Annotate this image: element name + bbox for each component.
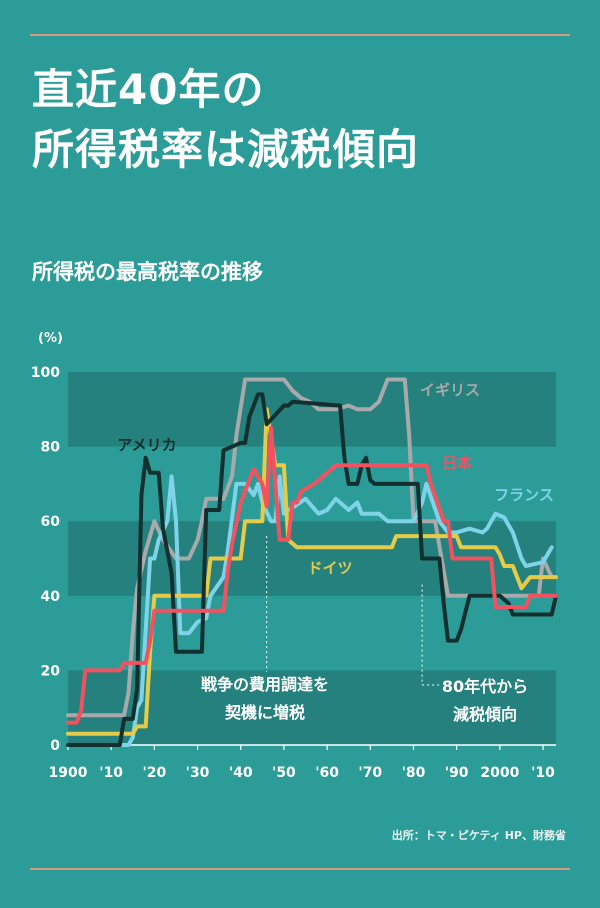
x-tick-label: '20 xyxy=(142,765,166,781)
bottom-rule xyxy=(30,868,570,870)
series-label-uk: イギリス xyxy=(420,381,480,399)
page-title: 直近40年の 所得税率は減税傾向 xyxy=(32,60,419,180)
title-line-2: 所得税率は減税傾向 xyxy=(32,125,420,174)
source-note: 出所：トマ・ピケティ HP、財務省 xyxy=(391,829,566,842)
annotation-text: 減税傾向 xyxy=(453,705,517,724)
x-tick-label: '90 xyxy=(445,765,469,781)
x-tick-label: '80 xyxy=(402,765,426,781)
series-label-usa: アメリカ xyxy=(117,436,176,454)
y-axis-unit: (%) xyxy=(38,331,63,346)
y-tick-label: 40 xyxy=(41,589,61,605)
chart-subtitle: 所得税の最高税率の推移 xyxy=(32,260,263,284)
series-label-japan: 日本 xyxy=(442,454,472,472)
plot-band-0 xyxy=(68,372,556,447)
series-line-japan xyxy=(66,425,558,725)
series-line-france xyxy=(66,474,554,747)
annotation-text: 契機に増税 xyxy=(224,703,305,722)
y-tick-label: 0 xyxy=(50,738,60,754)
series-label-france: フランス xyxy=(494,486,554,504)
y-tick-label: 60 xyxy=(41,514,61,530)
x-tick-label: '60 xyxy=(315,765,339,781)
y-tick-label: 100 xyxy=(31,365,60,381)
y-tick-label: 20 xyxy=(41,663,61,679)
tax-rate-line-chart: (%) 0 20 40 60 80 100 1900 '10 '20 '30 '40 '50 '60 '70… xyxy=(31,331,558,781)
y-tick-label: 80 xyxy=(41,440,61,456)
title-line-1: 直近40年の xyxy=(32,65,265,114)
x-tick-label: 1900 xyxy=(49,765,88,781)
x-tick-label: '50 xyxy=(272,765,296,781)
x-tick-label: '70 xyxy=(358,765,382,781)
x-tick-label: '40 xyxy=(229,765,253,781)
top-rule xyxy=(30,34,570,36)
x-tick-label: 2000 xyxy=(480,765,519,781)
series-line-usa xyxy=(66,392,558,747)
annotation-text: 80年代から xyxy=(442,677,528,696)
annotation-text: 戦争の費用調達を xyxy=(201,675,329,694)
x-tick-label: '10 xyxy=(99,765,123,781)
x-tick-label: '10 xyxy=(531,765,555,781)
series-label-germany: ドイツ xyxy=(307,559,352,577)
x-tick-label: '30 xyxy=(186,765,210,781)
